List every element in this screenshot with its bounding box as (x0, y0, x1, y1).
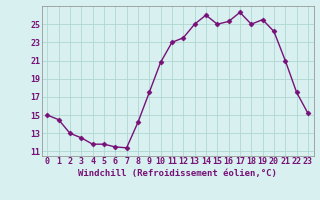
X-axis label: Windchill (Refroidissement éolien,°C): Windchill (Refroidissement éolien,°C) (78, 169, 277, 178)
